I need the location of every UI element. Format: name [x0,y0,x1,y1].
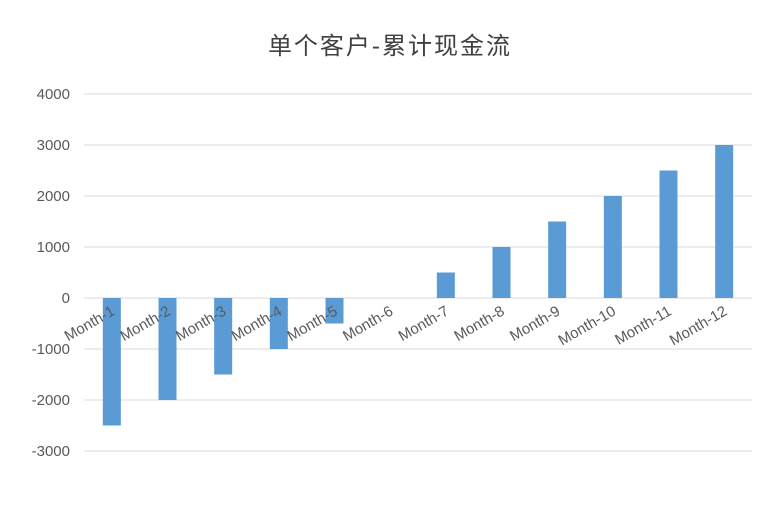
y-tick-label: -1000 [32,341,70,358]
bar-month-8 [492,247,511,298]
y-tick-label: 1000 [37,239,70,256]
gridlines [84,93,752,452]
y-tick-label: 3000 [37,137,70,154]
bar-month-10 [603,196,622,298]
bar-month-3 [214,298,233,375]
x-tick-label: Month-10 [555,303,618,349]
x-tick-label: Month-6 [340,303,396,345]
bar-month-2 [158,298,177,400]
y-tick-label: 4000 [37,86,70,103]
y-tick-label: 2000 [37,188,70,205]
x-tick-label: Month-11 [612,303,674,349]
chart-title: 单个客户-累计现金流 [267,32,513,60]
bar-month-7 [436,272,455,298]
bar-month-9 [548,221,567,298]
y-tick-label: -2000 [32,392,70,409]
bar-month-4 [269,298,288,349]
bar-month-12 [715,145,734,298]
x-tick-label: Month-9 [507,303,563,345]
y-tick-label: 0 [62,290,70,307]
bars [102,145,734,426]
bar-month-5 [325,298,344,324]
x-tick-label: Month-7 [396,303,452,345]
bar-month-11 [659,170,678,298]
bar-month-1 [102,298,121,426]
x-tick-label: Month-8 [451,303,507,345]
x-tick-label: Month-5 [284,303,340,345]
y-axis-ticks: 4000 3000 2000 1000 0 -1000 -2000 -3000 [32,86,70,460]
y-tick-label: -3000 [32,443,70,460]
x-tick-label: Month-12 [667,303,730,349]
